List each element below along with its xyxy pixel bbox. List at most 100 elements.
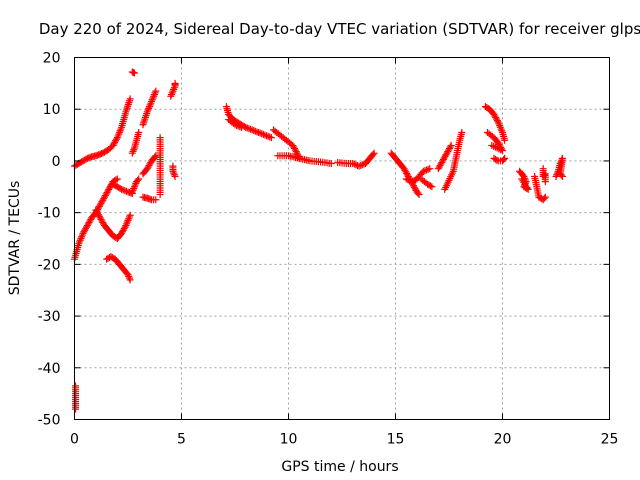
data-point [424,165,432,173]
series-arc-02 [71,175,121,263]
data-point [93,208,101,216]
data-point [167,92,175,100]
data-point [95,202,103,210]
data-point [125,272,133,280]
data-point [121,187,129,195]
data-point [135,128,143,136]
data-point [119,226,127,234]
y-tick-label: -30 [38,309,61,325]
data-point [447,141,455,149]
data-point [118,228,126,236]
data-point [118,185,126,193]
data-point [168,91,176,99]
data-point [250,127,258,135]
data-point [77,235,85,242]
data-point [99,196,107,204]
data-point [267,134,275,142]
data-point [115,128,123,136]
data-point [446,143,454,151]
data-point [140,119,148,127]
data-point [125,213,133,221]
y-tick-label: -10 [38,206,61,222]
data-point [131,181,139,189]
data-point [458,128,466,136]
data-point [152,196,160,204]
data-point [94,211,102,219]
series-arc-23 [417,175,436,191]
data-point [248,126,256,134]
data-point [81,226,89,234]
data-point [494,139,502,147]
data-point [263,132,271,140]
x-tick-label: 15 [387,432,405,448]
series-arc-07 [128,128,143,157]
x-tick-label: 10 [280,432,298,448]
data-point [123,104,131,112]
series-arc-25 [441,128,466,193]
data-point [369,150,377,158]
data-point [101,192,109,200]
data-point [96,214,104,222]
data-point [170,84,178,92]
data-point [116,127,124,135]
data-point [149,94,157,102]
data-point [501,136,509,144]
data-point [439,157,447,165]
x-tick-label: 25 [601,432,619,448]
data-point [169,87,177,95]
data-point [126,95,134,103]
data-point [289,141,297,149]
data-point [264,132,272,140]
data-point [493,117,501,125]
data-point [113,134,121,142]
data-point [237,123,245,131]
data-point [518,175,526,183]
data-point [404,176,412,184]
data-point [290,145,298,153]
data-point [423,166,431,174]
data-point [125,274,133,282]
data-point [124,102,132,110]
data-point [122,222,130,230]
data-point [145,104,153,112]
data-point [150,91,158,99]
series-arc-14 [169,162,179,180]
data-point [105,185,113,193]
data-point [121,223,129,231]
series-arc-03 [92,206,134,242]
data-point [128,149,136,157]
data-point [541,178,549,186]
data-point [540,194,548,202]
data-point [233,121,241,129]
data-point [519,177,527,185]
data-point [438,158,446,166]
data-point [441,152,449,160]
plot-frame [74,57,610,420]
data-point [352,161,360,169]
data-point [245,125,253,133]
data-point [256,129,264,137]
data-point [120,225,128,233]
data-point [112,135,120,143]
data-point [370,149,378,157]
data-point [135,175,143,183]
data-point [129,147,137,155]
data-point [141,115,149,123]
data-point [490,110,498,118]
data-point [251,127,259,135]
data-point [147,99,155,107]
data-point [112,137,120,145]
series-arc-31 [539,165,549,186]
data-point [442,151,450,159]
data-point [261,131,269,139]
data-point [84,220,92,228]
data-point [150,92,158,100]
data-point [130,185,138,193]
data-point [435,163,443,171]
data-point [100,193,108,201]
data-point [110,140,118,148]
data-point [122,106,130,114]
series-arc-13 [167,79,179,100]
data-point [493,156,501,164]
data-point [495,120,503,128]
